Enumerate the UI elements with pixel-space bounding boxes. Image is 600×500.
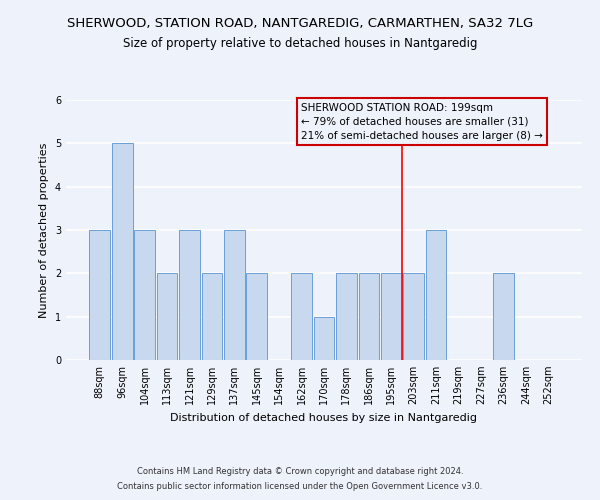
Bar [89,230,110,360]
Bar [202,274,222,360]
Bar [247,274,267,360]
Bar [403,274,424,360]
Bar [157,274,178,360]
Bar [359,274,379,360]
Text: SHERWOOD, STATION ROAD, NANTGAREDIG, CARMARTHEN, SA32 7LG: SHERWOOD, STATION ROAD, NANTGAREDIG, CAR… [67,18,533,30]
Bar [179,230,200,360]
Text: Size of property relative to detached houses in Nantgaredig: Size of property relative to detached ho… [123,38,477,51]
Bar [426,230,446,360]
Bar [134,230,155,360]
Text: SHERWOOD STATION ROAD: 199sqm
← 79% of detached houses are smaller (31)
21% of s: SHERWOOD STATION ROAD: 199sqm ← 79% of d… [301,102,542,141]
Text: Contains HM Land Registry data © Crown copyright and database right 2024.: Contains HM Land Registry data © Crown c… [137,467,463,476]
Bar [224,230,245,360]
X-axis label: Distribution of detached houses by size in Nantgaredig: Distribution of detached houses by size … [170,412,478,422]
Bar [314,316,334,360]
Bar [112,144,133,360]
Bar [291,274,312,360]
Bar [336,274,357,360]
Bar [493,274,514,360]
Text: Contains public sector information licensed under the Open Government Licence v3: Contains public sector information licen… [118,482,482,491]
Bar [381,274,401,360]
Y-axis label: Number of detached properties: Number of detached properties [40,142,49,318]
